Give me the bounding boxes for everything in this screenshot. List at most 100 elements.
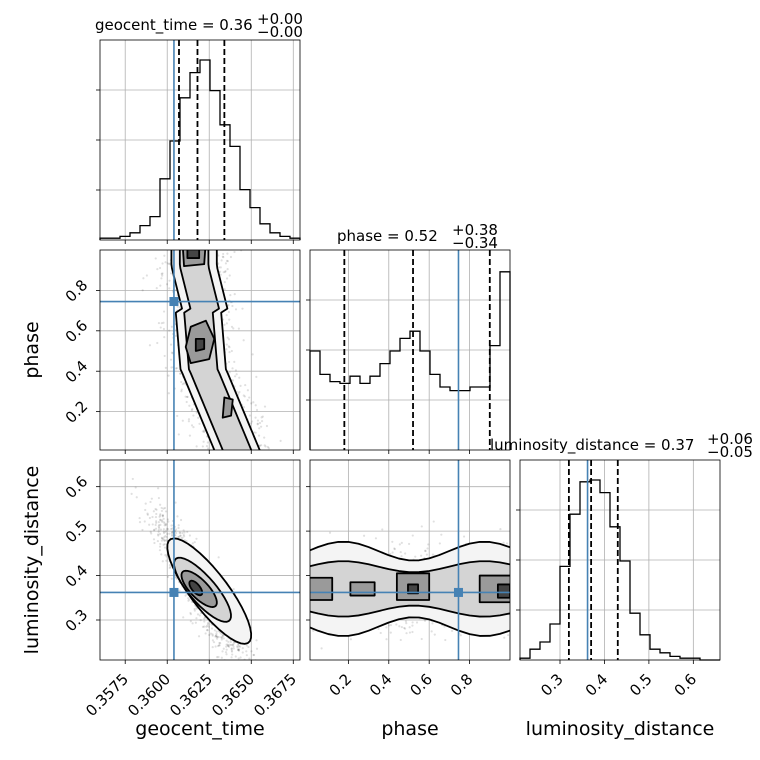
sample-point <box>220 632 223 635</box>
sample-point <box>242 406 246 409</box>
tick-label-y: 0.5 <box>62 517 92 547</box>
sample-point <box>379 631 382 635</box>
sample-point <box>169 272 173 275</box>
sample-point <box>236 646 239 649</box>
sample-point <box>155 521 158 524</box>
tick-label-y: 0.2 <box>62 397 92 427</box>
sample-point <box>174 534 177 537</box>
sample-point <box>174 367 178 370</box>
sample-point <box>189 613 192 616</box>
sample-point <box>170 524 173 527</box>
title-phase: phase = 0.52 <box>337 227 438 245</box>
sample-point <box>180 380 183 384</box>
sample-point <box>134 486 137 489</box>
sample-point <box>440 533 443 536</box>
sample-point <box>245 650 248 653</box>
sample-point <box>142 277 145 280</box>
sample-point <box>211 633 214 636</box>
sample-point <box>430 630 433 633</box>
sample-point <box>154 527 158 530</box>
sample-point <box>157 528 160 532</box>
sample-point <box>161 514 164 517</box>
sample-point <box>152 538 156 541</box>
sample-point <box>152 510 155 513</box>
sample-point <box>165 529 168 532</box>
sample-point <box>183 381 186 385</box>
sample-point <box>168 262 171 266</box>
sample-point <box>168 532 171 535</box>
sample-point <box>229 667 231 669</box>
sample-point <box>145 274 148 277</box>
sample-point <box>250 672 252 674</box>
sample-point <box>169 565 172 569</box>
sample-point <box>181 536 184 539</box>
sample-point <box>191 407 194 411</box>
sample-point <box>162 517 165 520</box>
histogram-step <box>309 271 511 450</box>
sample-point <box>256 419 260 422</box>
sample-point <box>168 287 171 290</box>
sample-point <box>201 625 205 629</box>
sample-point <box>234 655 237 658</box>
xlabel-geocent-time: geocent_time <box>135 718 264 740</box>
sample-point <box>385 626 388 629</box>
sample-point <box>160 536 163 539</box>
sample-point <box>266 445 269 449</box>
sample-point <box>184 594 187 597</box>
sample-point <box>181 531 184 535</box>
sample-point <box>159 523 162 526</box>
sample-point <box>232 642 235 645</box>
sample-point <box>507 633 510 637</box>
sample-point <box>215 634 218 637</box>
sample-point <box>153 541 156 545</box>
sample-point <box>167 374 170 377</box>
sample-point <box>263 436 266 439</box>
sample-point <box>263 444 266 447</box>
sample-point <box>159 528 163 531</box>
sample-point <box>232 660 234 662</box>
sample-point <box>407 542 411 546</box>
tick-label-x: 0.3650 <box>208 670 258 720</box>
sample-point <box>227 668 229 670</box>
sample-point <box>221 634 225 637</box>
sample-point <box>405 622 408 625</box>
sample-point <box>389 624 393 627</box>
sample-point <box>215 635 219 638</box>
sample-point <box>209 632 213 635</box>
sample-point <box>130 492 133 495</box>
sample-point <box>195 617 198 620</box>
sample-point <box>168 566 171 570</box>
sample-point <box>181 383 184 386</box>
sample-point <box>431 553 435 556</box>
sample-point <box>225 343 228 346</box>
title-luminosity-distance: luminosity_distance = 0.37 <box>490 436 694 455</box>
sample-point <box>227 303 230 307</box>
sample-point <box>171 533 174 536</box>
sample-point <box>227 640 230 643</box>
panel-frame <box>99 39 301 241</box>
sample-point <box>162 536 166 539</box>
sample-point <box>211 634 214 637</box>
sample-point <box>181 419 184 422</box>
sample-point <box>398 625 401 628</box>
sample-point <box>408 626 411 629</box>
sample-point <box>393 547 396 550</box>
sample-point <box>224 269 227 273</box>
sample-point <box>503 636 506 639</box>
sample-point <box>155 508 158 511</box>
sample-point <box>228 351 231 354</box>
sample-point <box>328 531 332 534</box>
sample-point <box>180 388 183 391</box>
sample-point <box>239 656 242 659</box>
sample-point <box>391 540 394 543</box>
sample-point <box>162 543 165 546</box>
tick-label-x: 0.2 <box>326 670 356 700</box>
sample-point <box>243 395 246 398</box>
sample-point <box>151 515 154 519</box>
sample-point <box>156 268 159 271</box>
sample-point <box>157 521 160 524</box>
sample-point <box>230 656 233 659</box>
sample-point <box>183 531 186 534</box>
sample-point <box>228 274 231 277</box>
sample-point <box>148 344 152 347</box>
